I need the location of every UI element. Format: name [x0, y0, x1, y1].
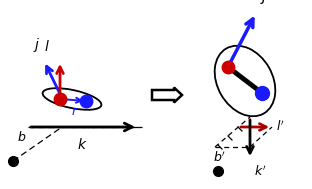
Text: $b'$: $b'$ [213, 151, 227, 166]
FancyArrow shape [152, 88, 182, 102]
Text: $l$: $l$ [44, 39, 50, 54]
Text: $j$: $j$ [33, 36, 41, 54]
Text: $k$: $k$ [77, 137, 87, 152]
Text: $l'$: $l'$ [276, 120, 285, 134]
Text: $k'$: $k'$ [254, 164, 266, 178]
Text: $r$: $r$ [71, 105, 79, 118]
Text: $b$: $b$ [17, 130, 27, 144]
Text: $j'$: $j'$ [260, 0, 272, 7]
